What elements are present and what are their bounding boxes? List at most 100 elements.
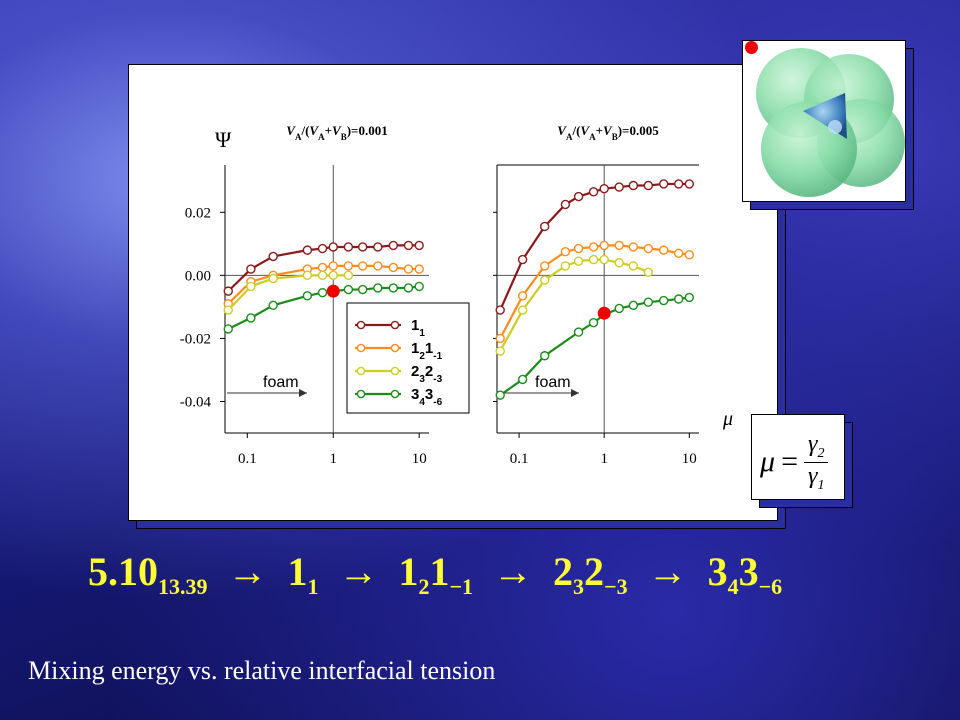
sphere-cluster-illustration: [742, 40, 906, 202]
transition-sequence: 5.1013.39 → 11 → 121−1 → 232−3 → 343−6: [88, 548, 848, 600]
plot2-series-1-point: [588, 187, 599, 197]
seq-4-sub: 3: [573, 574, 585, 599]
plot1-series-4-point: [302, 291, 313, 301]
plot2-series-2-point: [658, 245, 669, 255]
plot2-series-line-4: [499, 296, 690, 397]
plot2-series-4-point: [573, 327, 584, 337]
plot2-series-2-point: [517, 291, 528, 301]
plot1-series-1-point: [403, 240, 414, 251]
plot2-x-label: μ: [722, 408, 733, 430]
plot2-series-2-point: [614, 240, 624, 251]
plot2-series-4-point: [495, 390, 505, 400]
plot1-legend-swatch-marker: [390, 389, 400, 399]
seq-5-sub: 4: [727, 574, 739, 599]
seq-3-sub: 2: [418, 574, 430, 599]
plot2-series-4-point: [540, 351, 550, 361]
plot1-series-4-point: [373, 283, 383, 293]
plot1-series-3-point: [302, 270, 313, 281]
chart-svg: VA/(VA+VB)=0.001 0.1 1 10 0.02 0.00 -0.02 -0.04…: [180, 123, 733, 467]
seq-4: 2: [553, 549, 574, 594]
arrow-1: →: [227, 549, 268, 594]
plot2-series-3-point: [495, 346, 505, 356]
plot1-y-tick-label: -0.04: [180, 394, 212, 410]
plot1-series-1-point: [414, 240, 424, 251]
plot1-series-3-point: [268, 273, 278, 284]
plot2-series-3-point: [540, 275, 550, 285]
plot1-series-2-point: [388, 262, 399, 273]
plot1-series-2-point: [328, 261, 338, 271]
plot2-foam-arrow-head: [571, 389, 579, 397]
equals-sign: =: [781, 445, 798, 479]
seq-5: 3: [707, 549, 728, 594]
plot2-series-line-3: [499, 258, 649, 352]
plot2-series-3-point: [628, 261, 639, 271]
plot1-marker-point: [326, 284, 340, 298]
seq-start-sub: 13.39: [158, 574, 208, 599]
plot2-series-1-point: [673, 179, 684, 189]
plot2-series-1-point: [540, 221, 550, 232]
plot2-series-1-point: [495, 305, 505, 315]
plot2-series-2-point: [599, 240, 609, 251]
plot1-series-2-point: [403, 264, 414, 274]
plot2-series-4-point: [643, 297, 654, 307]
seq-3b: 1: [429, 549, 450, 594]
plot1-legend-swatch-marker: [356, 366, 366, 376]
plot1-series-1-point: [373, 242, 383, 252]
plot2-series-1-point: [684, 179, 695, 189]
plot1-series-1-point: [246, 264, 256, 274]
plot2-marker-point: [597, 306, 611, 320]
plot2-series-1-point: [560, 199, 571, 210]
plot1-series-4-point: [343, 284, 354, 295]
plot2-series-1-point: [614, 182, 624, 192]
core-highlight: [828, 120, 842, 134]
seq-2-sub: 1: [307, 574, 319, 599]
plot1-series-3-point: [223, 305, 233, 315]
mu-definition-box: μ = γ2 γ1: [751, 414, 845, 500]
arrow-2: →: [338, 549, 379, 594]
plot1-series-1-point: [357, 242, 368, 252]
arrow-4: →: [647, 549, 688, 594]
plot1-legend-swatch-marker: [356, 320, 366, 330]
plot2-series-3-point: [614, 258, 624, 268]
seq-4b: 2: [584, 549, 605, 594]
plot2-series-2-point: [573, 243, 584, 254]
plot2-series-2-point: [588, 242, 599, 252]
seq-start: 5.10: [88, 549, 158, 594]
plot1-legend-swatch-marker: [390, 320, 400, 330]
plot2-series-2-point: [495, 333, 505, 344]
plot2-series-1-point: [628, 180, 639, 191]
sphere-cluster-drawing: [756, 48, 905, 197]
seq-3b-sub: −1: [449, 574, 474, 599]
plot1-legend-entry-3: 232-3: [411, 363, 443, 385]
plot1-y-tick-label: -0.02: [180, 331, 211, 347]
plot2-series-1-point: [599, 183, 609, 194]
plot1-series-1-point: [268, 251, 278, 262]
plot2-x-tick-label: 10: [682, 451, 697, 467]
plot1-legend-swatch-marker: [390, 343, 400, 353]
plot2-title: VA/(VA+VB)=0.005: [557, 123, 659, 142]
plot1-legend-swatch-marker: [356, 389, 366, 399]
plot2-series-3-point: [517, 305, 528, 315]
plot2-series-2-point: [643, 243, 654, 254]
sphere-marker-dot: [745, 41, 758, 54]
plot2-series-2-point: [684, 250, 695, 260]
seq-5b-sub: −6: [758, 574, 783, 599]
plot1-y-label: Ψ: [215, 127, 232, 152]
plot1-series-2-point: [357, 261, 368, 271]
gamma-den: γ: [807, 462, 818, 489]
plot2-series-4-point: [628, 300, 639, 311]
plot2-series-4-point: [673, 294, 684, 304]
seq-3: 1: [398, 549, 419, 594]
plot1-x-tick-label: 0.1: [238, 451, 257, 467]
plot1-series-2-point: [414, 264, 424, 274]
plot1-series-4-point: [246, 313, 256, 323]
plot2-series-2-point: [673, 248, 684, 258]
plot1-series-3-point: [343, 270, 354, 281]
plot2-series-4-point: [658, 295, 669, 306]
seq-2: 1: [287, 549, 308, 594]
gamma-den-sub: 1: [817, 477, 825, 493]
plot2-series-1-point: [658, 179, 669, 189]
plot1-series-4-point: [388, 283, 399, 293]
gamma-num-sub: 2: [817, 445, 825, 461]
plot1-x-tick-label: 10: [412, 451, 427, 467]
